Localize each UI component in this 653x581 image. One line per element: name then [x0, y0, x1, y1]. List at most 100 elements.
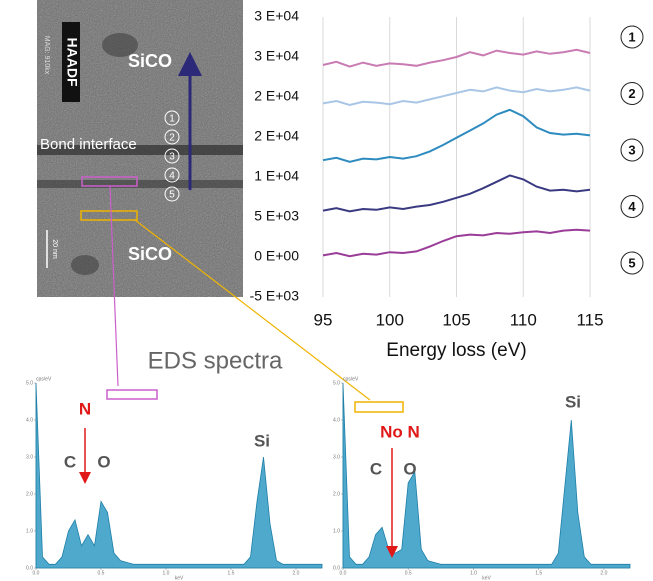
series-line	[322, 174, 591, 213]
region-box	[106, 389, 158, 400]
interface-band	[37, 180, 243, 188]
legend-label: 4	[628, 199, 636, 214]
y-tick-label: -5 E+03	[250, 288, 300, 304]
legend-label: 5	[628, 255, 635, 270]
legend-marker	[620, 82, 644, 105]
region-box	[80, 210, 138, 221]
position-label: 5	[169, 190, 175, 201]
position-circle	[164, 148, 180, 164]
x-axis-label: keV	[482, 575, 491, 581]
series-line	[322, 86, 591, 107]
y-tick-label: 1 E+04	[254, 168, 299, 184]
x-axis-label: keV	[175, 575, 184, 581]
x-axis-label: Energy loss (eV)	[386, 340, 526, 361]
y-tick-label: 2.0	[333, 491, 340, 497]
y-axis-label: cps/eV	[343, 376, 359, 382]
legend-label: 1	[628, 29, 635, 44]
y-tick-label: 2.0	[26, 491, 33, 497]
element-label: Si	[565, 392, 581, 411]
element-label: O	[403, 459, 416, 478]
charts: 95 100 105 110 115-5 E+030 E+005 E+031 E+042…	[26, 8, 644, 581]
detector-label: HAADF	[64, 38, 80, 87]
layer-label: SiCO	[128, 244, 172, 264]
y-axis-label: cps/eV	[36, 376, 52, 382]
dark-spot	[71, 255, 99, 275]
legend-marker	[620, 138, 644, 162]
chart: 95 100 105 110 115 -5 E+03 0 E+00 5 E+03 1 E+04 2…	[250, 8, 644, 361]
position-circle	[164, 110, 180, 126]
position-circle	[164, 186, 180, 202]
x-tick-label: 1.5	[228, 570, 235, 576]
chart: 0.0 1.0 2.0 3.0 4.0 5.0 0.0 0.5 1.0 1.5 2.0 cps/eV k…	[26, 376, 323, 581]
magnification-label: MAG: 910kx	[43, 36, 50, 75]
connector	[134, 219, 371, 401]
layer-label: SiCO	[128, 51, 172, 71]
y-tick-label: 0 E+00	[254, 248, 299, 264]
y-tick-label: 5 E+03	[254, 208, 299, 224]
y-tick-label: 2 E+04	[254, 88, 299, 104]
y-tick-label: 3.0	[333, 454, 340, 460]
y-tick-label: 4.0	[26, 417, 33, 423]
eds-title: EDS spectra	[148, 347, 283, 374]
x-tick-label: 0.5	[98, 570, 105, 576]
interface-label: Bond interface	[40, 136, 137, 153]
y-tick-label: 2 E+04	[254, 128, 299, 144]
x-tick-label: 2.0	[293, 570, 300, 576]
element-label: N	[79, 399, 91, 418]
x-tick-label: 0.5	[405, 570, 412, 576]
element-label: C	[370, 459, 382, 478]
position-circle	[164, 167, 180, 183]
spectrum-area	[342, 382, 631, 569]
legend-marker	[620, 251, 644, 275]
y-tick-label: 1.0	[26, 528, 33, 534]
x-tick-label: 1.0	[470, 570, 477, 576]
connector	[109, 185, 119, 387]
interface-band	[37, 145, 243, 155]
y-tick-label: 0.0	[333, 565, 340, 571]
x-tick-label: 1.0	[163, 570, 170, 576]
y-tick-label: 0.0	[26, 565, 33, 571]
x-tick-label: 105	[442, 310, 470, 329]
x-tick-label: 1.5	[535, 570, 542, 576]
label-box	[62, 22, 80, 102]
y-tick-label: 3.0	[26, 454, 33, 460]
element-label: No N	[380, 422, 420, 441]
chart: 0.0 1.0 2.0 3.0 4.0 5.0 0.0 0.5 1.0 1.5 2.0 cps/eV k…	[333, 376, 631, 581]
y-tick-label: 3 E+04	[254, 8, 299, 24]
element-label: C	[64, 452, 76, 471]
position-label: 2	[169, 133, 175, 144]
y-tick-label: 5.0	[333, 380, 340, 386]
series-line	[322, 108, 591, 163]
dark-spot	[102, 33, 138, 57]
x-tick-label: 110	[510, 310, 537, 329]
y-tick-label: 3 E+04	[254, 48, 299, 64]
legend-label: 2	[628, 86, 635, 101]
position-label: 1	[169, 114, 175, 125]
region-box	[354, 401, 404, 413]
y-tick-label: 4.0	[333, 417, 340, 423]
element-label: Si	[254, 431, 270, 450]
x-tick-label: 115	[576, 310, 603, 329]
legend-marker	[620, 25, 644, 49]
legend-marker	[620, 195, 644, 218]
y-tick-label: 1.0	[333, 528, 340, 534]
y-tick-label: 5.0	[26, 380, 33, 386]
x-tick-label: 100	[376, 310, 404, 329]
position-circle	[164, 129, 180, 145]
position-marks: 1 2 3 4 5	[164, 110, 180, 202]
position-label: 3	[169, 152, 175, 163]
series-line	[322, 228, 591, 258]
element-label: O	[97, 452, 110, 471]
scale-label: 20 nm	[51, 239, 58, 259]
spectrum-area	[35, 382, 323, 569]
tem-image: HAADF MAG: 910kx SiCO Bond interface SiC…	[37, 0, 243, 297]
x-tick-label: 0.0	[33, 570, 40, 576]
x-tick-label: 2.0	[600, 570, 607, 576]
x-tick-label: 0.0	[340, 570, 347, 576]
legend-label: 3	[628, 142, 635, 157]
series-line	[322, 48, 591, 68]
region-box	[81, 176, 138, 187]
x-tick-label: 95	[314, 310, 333, 329]
position-label: 4	[169, 171, 175, 182]
